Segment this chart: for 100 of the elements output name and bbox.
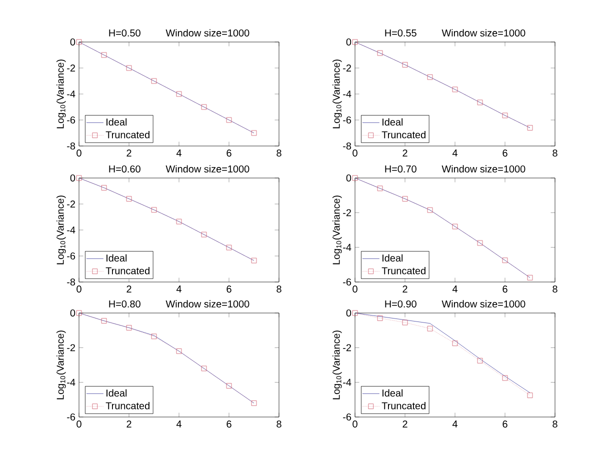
point (477, 358, 483, 364)
x-tick-label: 0 (76, 420, 82, 428)
y-tick-label: -2 (67, 64, 75, 72)
point (452, 340, 458, 346)
point (176, 348, 182, 354)
chart-title: H=0.55 (385, 29, 416, 36)
y-tick-label: -8 (343, 142, 352, 150)
x-tick-label: 8 (276, 286, 282, 293)
point (402, 196, 408, 202)
x-tick-label: 2 (126, 420, 132, 428)
point (201, 366, 207, 372)
y-tick-label: -4 (343, 90, 352, 98)
point (76, 175, 82, 181)
point (126, 325, 132, 330)
point (352, 310, 358, 316)
y-axis-title: Log$_{10}$(Variance) (56, 330, 66, 400)
y-tick-label: -6 (343, 278, 352, 286)
y-axis-title: Log$_{10}$(Variance) (332, 196, 342, 264)
x-tick-label: 6 (502, 150, 508, 157)
y-tick-label: -2 (67, 200, 75, 208)
point (477, 100, 483, 106)
point (352, 175, 358, 181)
point (101, 185, 107, 190)
y-tick-label: -2 (343, 209, 351, 216)
legend-label: Ideal (382, 118, 403, 126)
legend-label: Ideal (106, 254, 127, 262)
chart-subtitle: Window size=1000 (442, 300, 526, 308)
x-tick-label: 4 (176, 286, 182, 292)
y-tick-label: 0 (346, 38, 352, 46)
point (377, 50, 383, 56)
x-tick-label: 4 (452, 420, 458, 428)
x-tick-label: 2 (126, 150, 132, 156)
point (226, 244, 232, 250)
chart-title: H=0.80 (109, 300, 140, 308)
point (427, 207, 433, 213)
y-tick-label: -6 (343, 413, 352, 421)
y-tick-label: -2 (343, 344, 351, 352)
x-tick-label: 0 (76, 286, 82, 293)
legend-label: Ideal (106, 118, 127, 126)
point (452, 224, 458, 230)
x-tick-label: 8 (276, 420, 282, 428)
y-axis-title: Log$_{10}$(Variance) (56, 196, 66, 264)
point (251, 258, 257, 264)
x-tick-label: 6 (226, 420, 232, 428)
y-tick-label: -6 (67, 116, 76, 124)
y-tick-label: -6 (67, 413, 76, 421)
x-tick-label: 0 (76, 150, 82, 157)
point (427, 326, 433, 332)
x-tick-label: 6 (502, 286, 508, 293)
point (151, 78, 157, 84)
point (502, 375, 508, 381)
x-tick-label: 8 (552, 150, 558, 157)
x-tick-label: 8 (276, 150, 282, 157)
point (251, 400, 257, 406)
y-axis-title: Log$_{10}$(Variance) (56, 60, 66, 128)
point (402, 320, 408, 326)
legend-label: Truncated (106, 402, 150, 410)
chart-subtitle: Window size=1000 (166, 300, 250, 308)
y-tick-label: -4 (67, 378, 76, 386)
chart-subtitle: Window size=1000 (166, 29, 250, 36)
y-tick-label: -4 (67, 226, 76, 234)
point (502, 258, 508, 264)
point (101, 52, 107, 58)
point (126, 65, 132, 71)
x-tick-label: 0 (352, 150, 358, 157)
point (151, 207, 157, 213)
point (352, 39, 358, 45)
point (226, 383, 232, 388)
chart-title: H=0.90 (385, 300, 416, 308)
chart-subtitle: Window size=1000 (442, 165, 526, 172)
point (527, 274, 533, 280)
point (176, 218, 182, 224)
y-tick-label: -4 (343, 378, 352, 386)
x-tick-label: 2 (402, 420, 408, 428)
legend-label: Ideal (382, 389, 403, 397)
x-tick-label: 4 (176, 150, 182, 156)
y-tick-label: -4 (343, 244, 352, 251)
legend-label: Truncated (382, 130, 426, 138)
point (226, 117, 232, 123)
legend-label: Truncated (106, 130, 150, 138)
point (377, 186, 383, 192)
point (452, 86, 458, 92)
x-tick-label: 6 (502, 420, 508, 428)
chart-title: H=0.50 (109, 29, 140, 36)
point (527, 392, 533, 398)
y-axis-title: Log$_{10}$(Variance) (332, 330, 342, 400)
x-tick-label: 8 (552, 420, 558, 428)
point (402, 62, 408, 68)
point (251, 130, 257, 136)
y-tick-label: 0 (346, 174, 352, 182)
y-tick-label: -6 (343, 116, 352, 124)
legend-label: Truncated (106, 266, 150, 274)
legend-label: Ideal (382, 254, 403, 262)
point (76, 310, 82, 316)
chart-subtitle: Window size=1000 (442, 29, 526, 36)
y-tick-label: -8 (67, 278, 76, 286)
chart-subtitle: Window size=1000 (166, 165, 250, 173)
point (477, 240, 483, 246)
legend-label: Truncated (382, 402, 426, 410)
y-tick-label: -2 (67, 344, 75, 352)
